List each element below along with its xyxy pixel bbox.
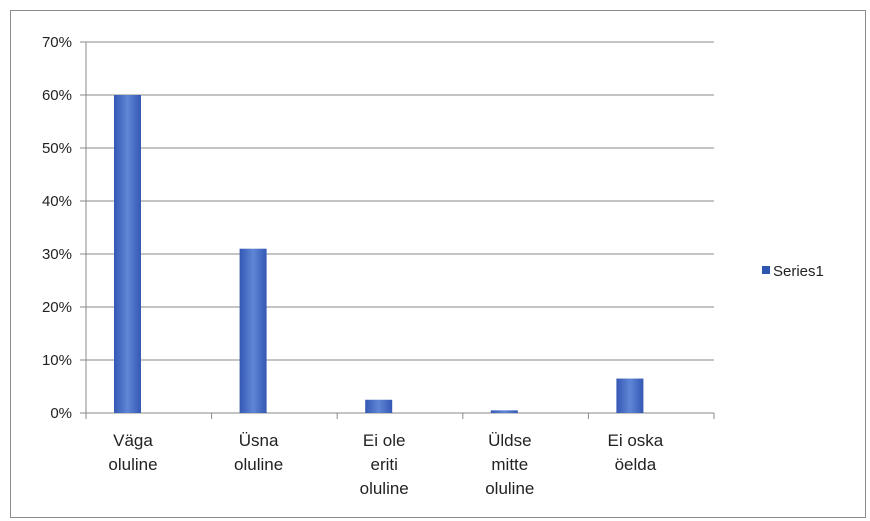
legend: Series1 xyxy=(762,263,824,280)
y-tick-label: 10% xyxy=(42,352,72,369)
legend-swatch xyxy=(762,266,770,274)
bars xyxy=(114,95,644,413)
x-tick-label: Üsna oluline xyxy=(234,431,283,474)
gridlines xyxy=(80,41,715,419)
y-tick-label: 50% xyxy=(42,140,72,157)
y-tick-label: 0% xyxy=(50,405,72,422)
legend-label: Series1 xyxy=(773,263,824,280)
y-tick-label: 60% xyxy=(42,87,72,104)
bar xyxy=(490,410,518,413)
y-tick-label: 20% xyxy=(42,299,72,316)
y-axis-labels: 0% 10% 20% 30% 40% 50% 60% 70% xyxy=(42,34,72,422)
x-axis-labels: Väga oluline Üsna oluline Ei ole eriti oluline… xyxy=(108,431,663,498)
bar xyxy=(239,248,267,413)
y-tick-label: 40% xyxy=(42,193,72,210)
bar xyxy=(114,95,141,413)
bar xyxy=(365,399,393,413)
y-tick-label: 70% xyxy=(42,34,72,51)
bar xyxy=(616,378,644,413)
x-tick-label: Väga oluline xyxy=(108,431,157,474)
x-tick-label: Ei oska öelda xyxy=(608,431,664,474)
x-tick-label: Üldse mitte oluline xyxy=(485,431,534,498)
y-tick-label: 30% xyxy=(42,246,72,263)
x-tick-label: Ei ole eriti oluline xyxy=(360,431,409,498)
